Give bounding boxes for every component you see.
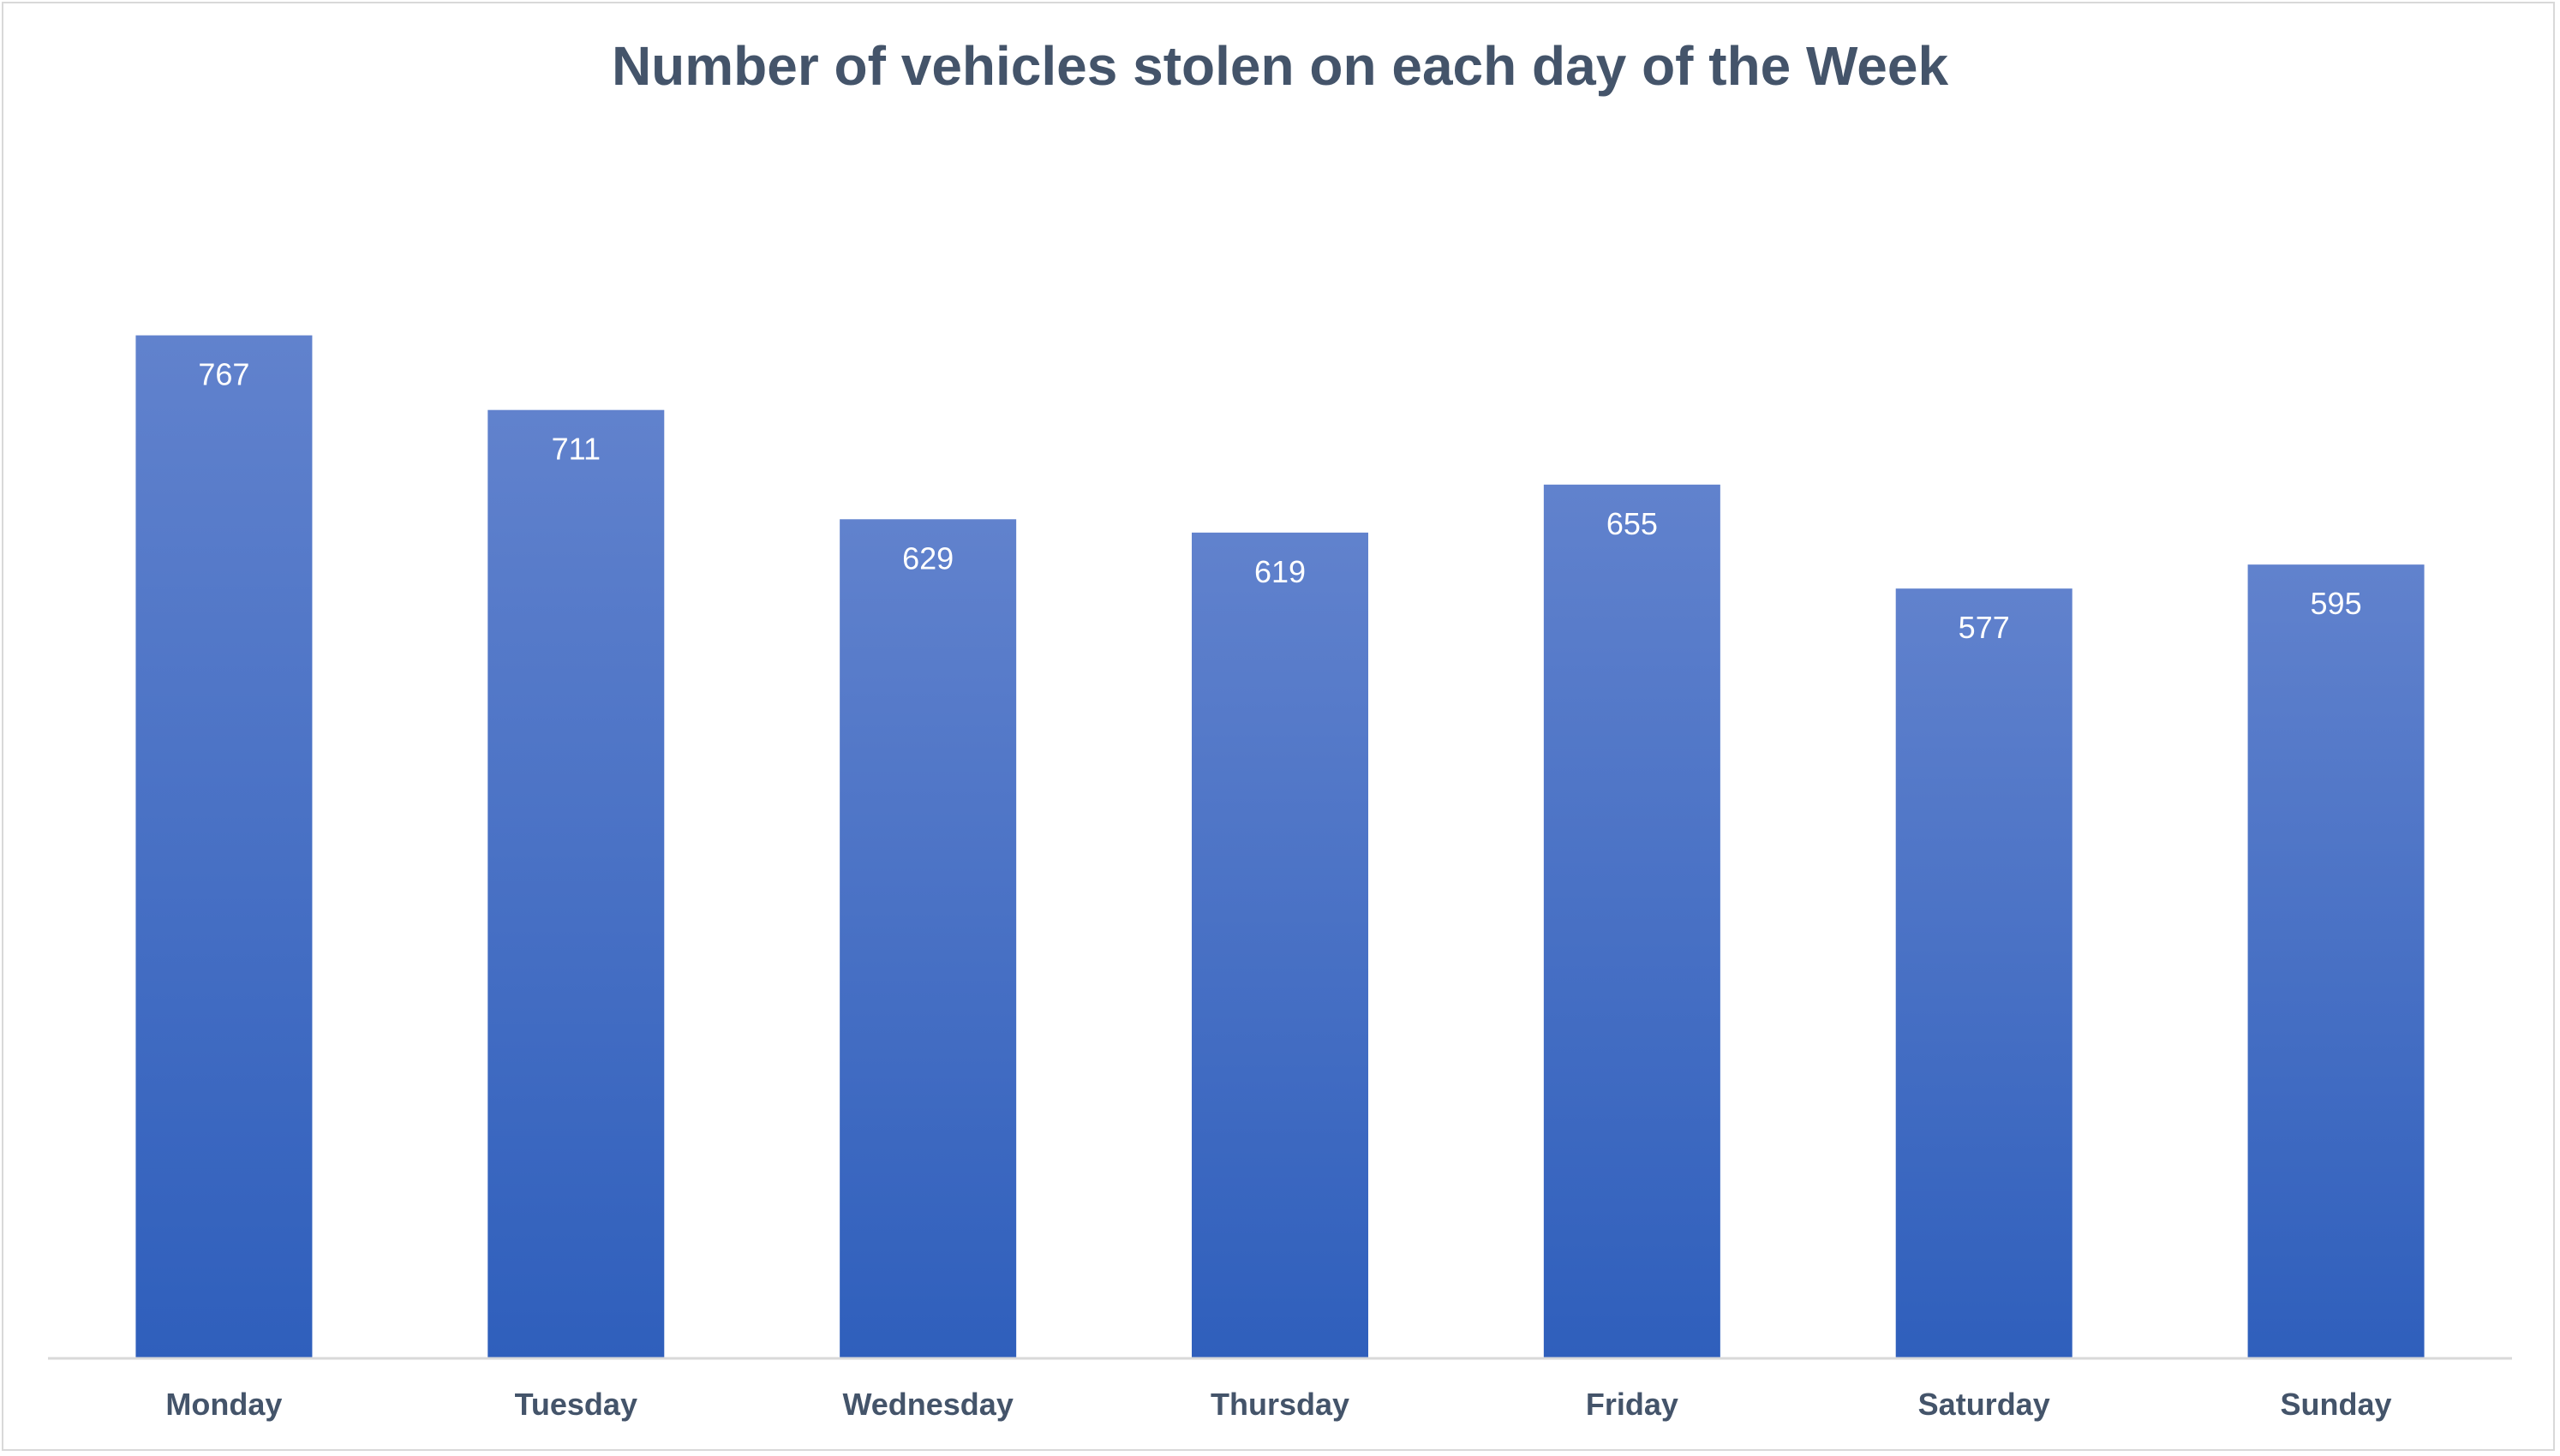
category-label-wednesday: Wednesday bbox=[842, 1387, 1013, 1422]
bar-sunday bbox=[2247, 564, 2425, 1358]
data-label-monday: 767 bbox=[198, 357, 249, 392]
data-label-tuesday: 711 bbox=[552, 432, 601, 467]
category-label-monday: Monday bbox=[165, 1387, 282, 1422]
data-label-saturday: 577 bbox=[1959, 610, 2010, 645]
bar-tuesday bbox=[487, 409, 665, 1358]
category-label-friday: Friday bbox=[1586, 1387, 1678, 1422]
bar-wednesday bbox=[840, 519, 1017, 1358]
data-label-friday: 655 bbox=[1606, 506, 1658, 541]
category-labels-group: Monday Tuesday Wednesday Thursday Friday Satu… bbox=[165, 1387, 2391, 1422]
bar-saturday bbox=[1895, 588, 2073, 1358]
chart-title: Number of vehicles stolen on each day of… bbox=[611, 35, 1949, 97]
category-label-thursday: Thursday bbox=[1211, 1387, 1349, 1422]
category-label-saturday: Saturday bbox=[1918, 1387, 2050, 1422]
data-label-sunday: 595 bbox=[2311, 586, 2362, 621]
bar-friday bbox=[1543, 484, 1720, 1358]
data-label-wednesday: 629 bbox=[902, 540, 954, 576]
data-label-thursday: 619 bbox=[1254, 554, 1306, 589]
bar-thursday bbox=[1192, 532, 1368, 1358]
bar-monday bbox=[135, 335, 313, 1358]
category-label-tuesday: Tuesday bbox=[515, 1387, 637, 1422]
bar-labels-group: 767 711 629 619 655 577 595 bbox=[198, 357, 2361, 646]
category-label-sunday: Sunday bbox=[2281, 1387, 2392, 1422]
bars-group bbox=[135, 335, 2425, 1358]
